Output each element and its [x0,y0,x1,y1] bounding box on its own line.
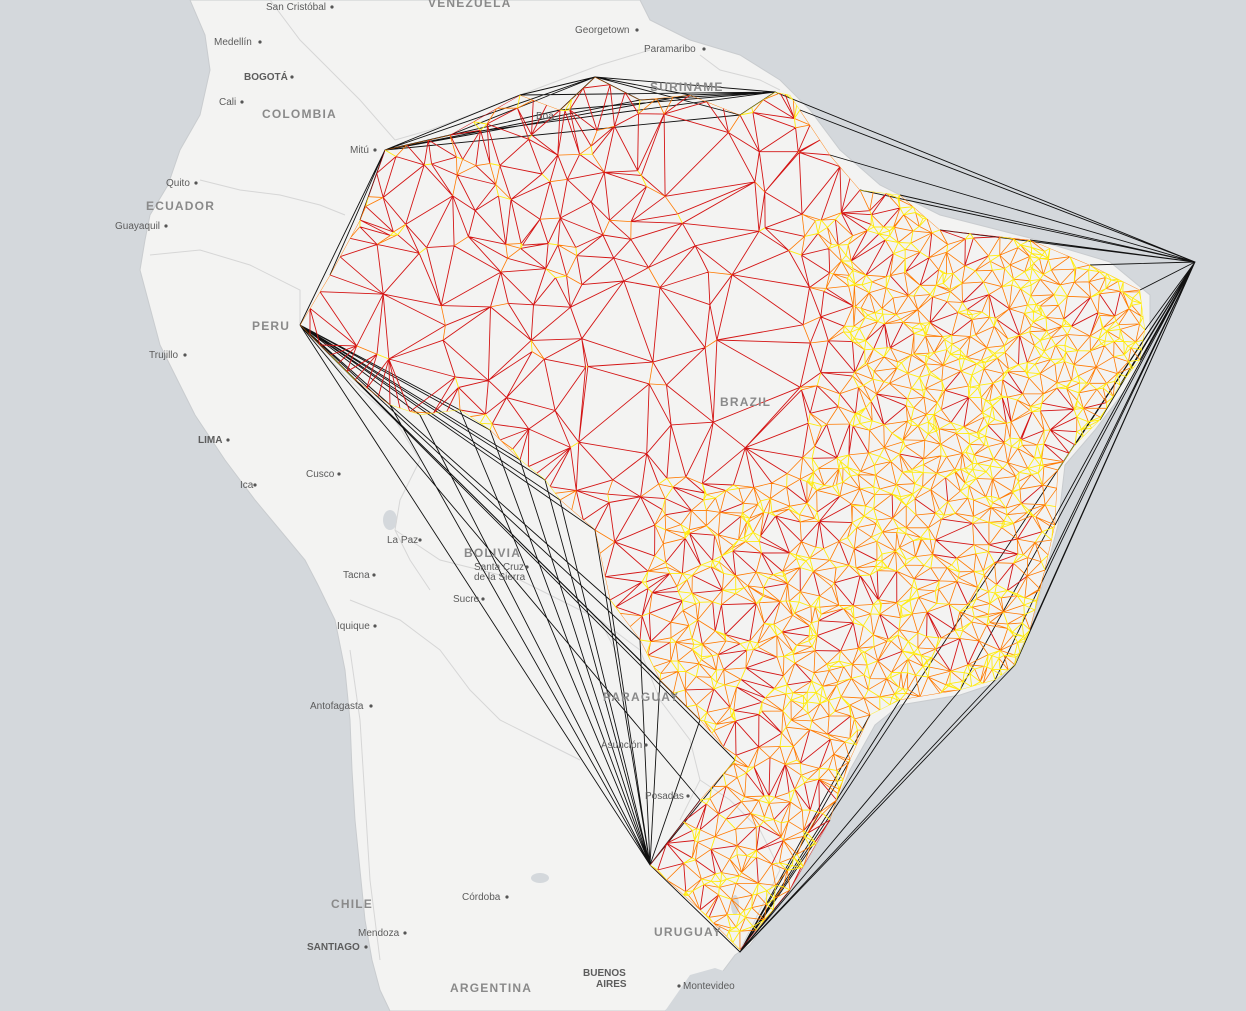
city-label-cordoba: Córdoba [462,892,501,903]
city-label-santa-cruz: Santa Cruz [474,562,524,573]
city-label-asuncion: Asunción [601,740,642,751]
city-label-medellin: Medellín [214,37,252,48]
city-label-buenos-aires: BUENOS [583,968,626,979]
lagoon [531,873,549,883]
city-label-montevideo: Montevideo [683,981,735,992]
convex-hull-edges [299,76,1196,953]
hull-edge-lines [299,76,1196,953]
city-label-san-cristobal: San Cristóbal [266,2,326,13]
country-label-brazil: BRAZIL [720,395,771,409]
city-label-cali: Cali [219,97,236,108]
mesh-edges-short [329,91,1145,950]
city-label-lima: LIMA [198,435,222,446]
city-label-antofagasta: Antofagasta [310,701,364,712]
city-label-iquique: Iquique [337,621,370,632]
city-label-buenos-aires-2: AIRES [596,979,627,990]
country-label-paraguay: PARAGUAY [603,690,679,704]
city-label-mitu: Mitú [350,145,369,156]
mesh-edges-long [309,84,1121,950]
city-label-santa-cruz-2: de la Sierra [474,572,526,583]
country-label-colombia: COLOMBIA [262,107,337,121]
city-label-ica: Ica [240,480,254,491]
country-label-uruguay: URUGUAY [654,925,722,939]
city-label-mendoza: Mendoza [358,928,400,939]
city-dots [164,5,706,988]
country-label-peru: PERU [252,319,290,333]
map-labels: VENEZUELA COLOMBIA ECUADOR PERU SURINAME… [115,0,771,995]
city-label-boa-vista: Boa [536,111,554,122]
city-label-santiago: SANTIAGO [307,942,360,953]
city-label-georgetown: Georgetown [575,25,629,36]
city-label-sucre: Sucre [453,594,480,605]
delaunay-mesh-brazil [300,77,1145,950]
lake-titicaca [383,510,397,530]
city-label-la-paz: La Paz [387,535,418,546]
city-label-trujillo: Trujillo [149,350,179,361]
country-label-bolivia: BOLIVIA [464,546,521,560]
country-borders [149,0,781,961]
city-label-tacna: Tacna [343,570,370,581]
city-label-guayaquil: Guayaquil [115,221,160,232]
city-label-quito: Quito [166,178,190,189]
city-label-paramaribo: Paramaribo [644,44,696,55]
city-label-bogota: BOGOTÁ [244,70,288,83]
country-label-suriname: SURINAME [650,80,724,94]
country-label-chile: CHILE [331,897,373,911]
country-label-ecuador: ECUADOR [146,199,215,213]
rio-de-la-plata [665,968,735,1011]
city-label-posadas: Posadas [645,791,684,802]
country-label-argentina: ARGENTINA [450,981,532,995]
country-label-venezuela: VENEZUELA [428,0,511,10]
city-label-cusco: Cusco [306,469,335,480]
